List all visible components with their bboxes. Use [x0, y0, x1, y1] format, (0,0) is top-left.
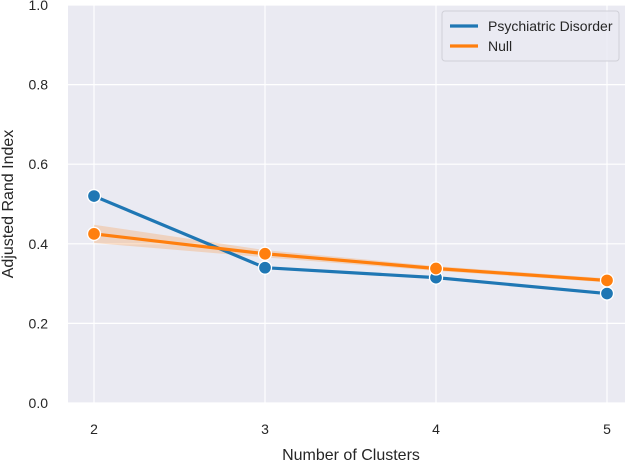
- x-tick-label: 3: [261, 421, 269, 437]
- y-tick-labels: 0.0 0.2 0.4 0.6 0.8 1.0: [29, 0, 49, 411]
- y-tick-label: 0.0: [29, 395, 49, 411]
- series-line-1: [92, 232, 609, 283]
- x-tick-label: 4: [432, 421, 440, 437]
- data-point: [257, 260, 273, 275]
- plot-background: [68, 5, 625, 403]
- grid-lines: [68, 4, 625, 404]
- data-point: [428, 261, 444, 276]
- data-point: [599, 286, 615, 301]
- data-point: [86, 188, 102, 204]
- data-point: [599, 273, 615, 288]
- series-lines: [92, 194, 609, 296]
- data-point: [257, 246, 273, 261]
- x-tick-label: 2: [90, 421, 98, 437]
- y-tick-label: 0.6: [29, 156, 49, 172]
- legend-box: [441, 10, 620, 62]
- x-axis-label: Number of Clusters: [282, 447, 420, 462]
- y-tick-label: 0.2: [29, 315, 49, 331]
- y-tick-label: 0.8: [29, 77, 49, 93]
- legend-label: Null: [488, 38, 512, 54]
- series-line-0: [92, 194, 609, 296]
- series-markers: [86, 188, 615, 301]
- y-axis-label: Adjusted Rand Index: [0, 130, 17, 279]
- y-tick-label: 0.4: [29, 236, 49, 252]
- x-tick-labels: 2 3 4 5: [90, 421, 611, 437]
- data-point: [86, 226, 102, 242]
- y-tick-label: 1.0: [29, 0, 49, 13]
- legend: Psychiatric Disorder Null: [441, 10, 620, 62]
- x-tick-label: 5: [603, 421, 611, 437]
- legend-label: Psychiatric Disorder: [488, 18, 613, 34]
